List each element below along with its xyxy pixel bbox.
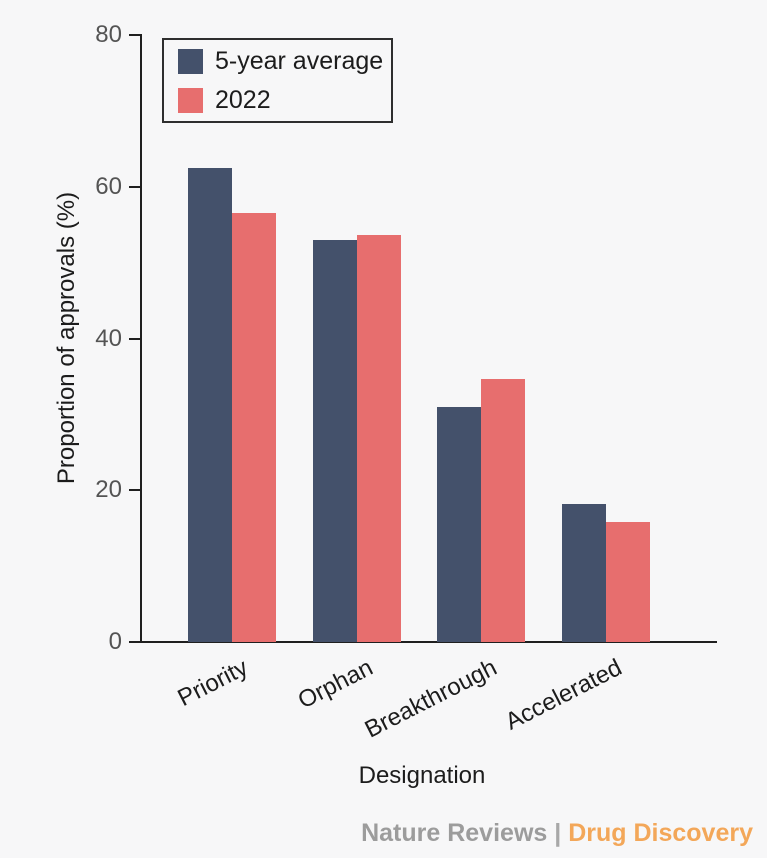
y-tick-mark-40 xyxy=(129,337,141,340)
bar-2022-breakthrough xyxy=(481,378,526,642)
y-tick-mark-60 xyxy=(129,185,141,188)
bar-5-year-average-accelerated xyxy=(561,503,606,642)
y-tick-label-20: 20 xyxy=(95,476,122,504)
y-tick-label-40: 40 xyxy=(95,324,122,352)
legend: 5-year average 2022 xyxy=(162,38,393,123)
footer-publication: Drug Discovery xyxy=(568,819,753,847)
x-axis-spine xyxy=(140,641,717,643)
legend-label-2022: 2022 xyxy=(215,85,271,114)
bar-5-year-average-priority xyxy=(188,167,232,642)
legend-label-5-year-average: 5-year average xyxy=(215,46,384,75)
y-tick-mark-80 xyxy=(129,34,141,36)
footer-separator: | xyxy=(554,819,562,847)
footer-journal: Nature Reviews xyxy=(361,819,548,847)
y-tick-mark-0 xyxy=(129,641,141,643)
y-axis-title: Proportion of approvals (%) xyxy=(53,191,80,485)
x-axis-title: Designation xyxy=(358,762,486,789)
legend-item-2022: 2022 xyxy=(178,86,377,115)
legend-swatch-5-year-average xyxy=(178,48,203,74)
bar-2022-accelerated xyxy=(605,522,650,642)
y-tick-mark-20 xyxy=(129,489,141,492)
bar-2022-orphan xyxy=(356,234,401,642)
bar-2022-priority xyxy=(232,213,276,642)
y-tick-label-80: 80 xyxy=(95,21,122,48)
legend-item-5-year-average: 5-year average xyxy=(178,47,383,76)
y-tick-label-0: 0 xyxy=(108,628,122,655)
legend-swatch-2022 xyxy=(178,87,203,113)
y-tick-label-60: 60 xyxy=(95,172,122,200)
bar-5-year-average-orphan xyxy=(312,239,357,642)
footer-credit: Nature Reviews | Drug Discovery xyxy=(361,819,753,848)
y-axis-spine xyxy=(140,34,142,643)
bar-5-year-average-breakthrough xyxy=(437,406,482,642)
